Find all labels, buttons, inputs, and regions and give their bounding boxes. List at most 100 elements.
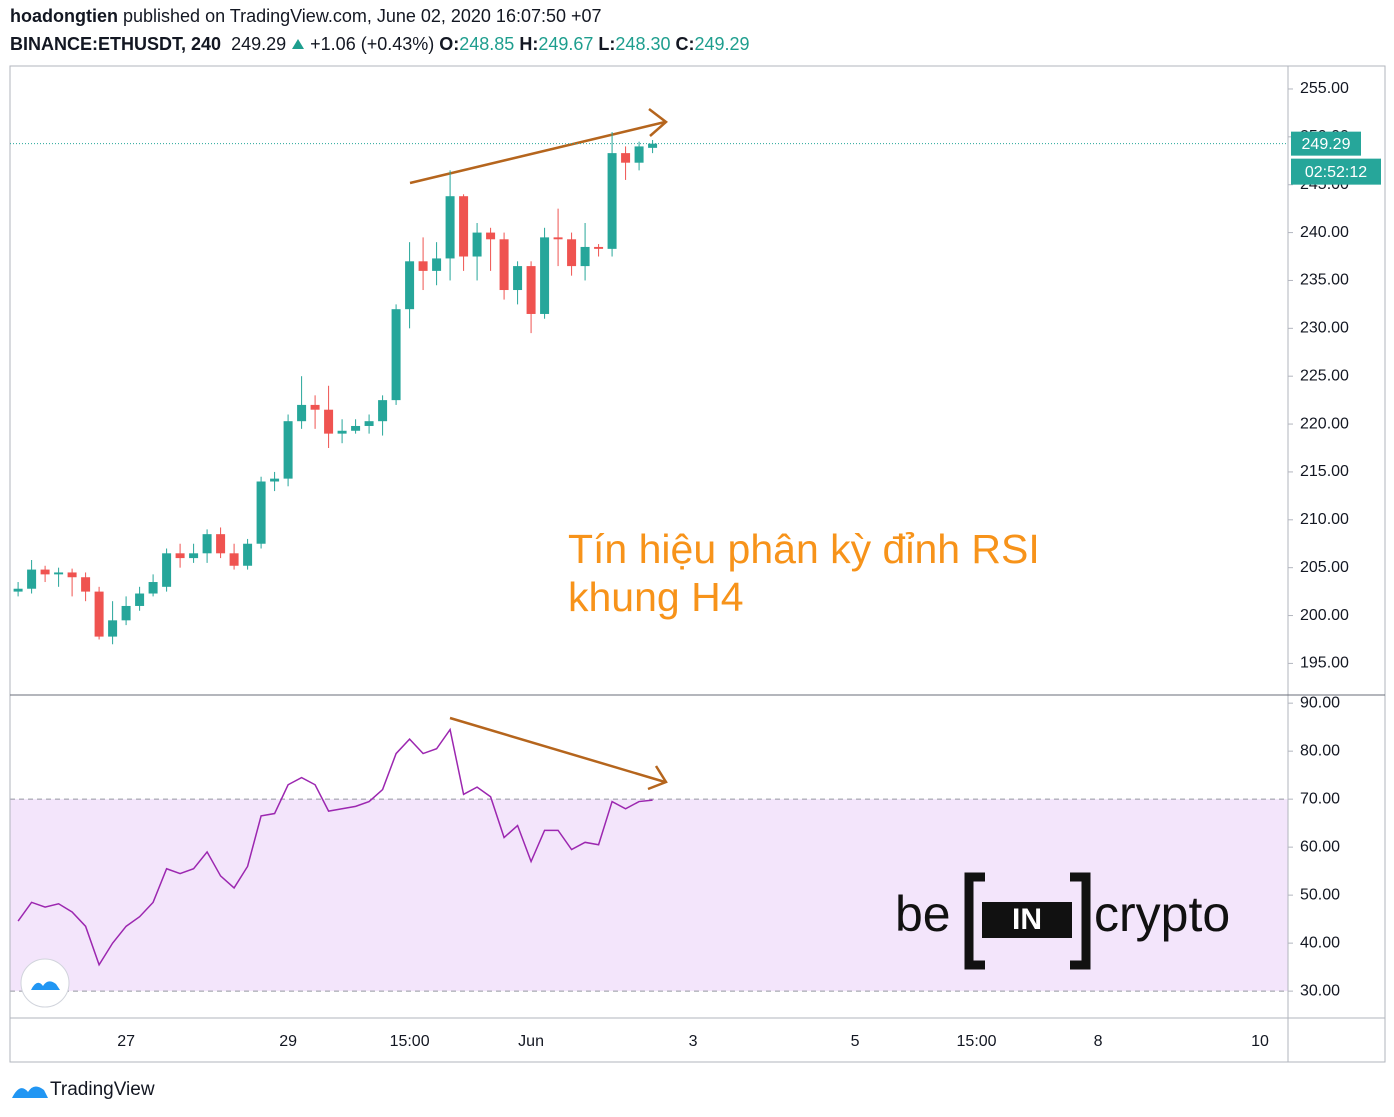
- price: 249.29: [231, 34, 287, 54]
- candle-body: [594, 246, 604, 249]
- countdown: 02:52:12: [1305, 164, 1367, 181]
- ohlc-value: 249.29: [694, 34, 750, 54]
- arrow-head: [648, 108, 668, 137]
- header-line-1: hoadongtien published on TradingView.com…: [10, 6, 602, 27]
- candle-body: [459, 196, 469, 257]
- candle-body: [432, 258, 442, 271]
- y-tick-label: 225.00: [1300, 367, 1349, 384]
- watermark-box: [982, 902, 1072, 938]
- ohlc-label: C:: [675, 34, 695, 54]
- candle-body: [391, 309, 401, 401]
- candle-body: [580, 246, 590, 267]
- y-tick-label: 70.00: [1300, 790, 1340, 807]
- candle-body: [526, 266, 536, 314]
- candle-body: [553, 237, 563, 240]
- candle-body: [54, 572, 64, 575]
- x-tick-label: 15:00: [957, 1033, 997, 1050]
- candle-body: [378, 400, 388, 422]
- candle-body: [283, 421, 293, 479]
- y-tick-label: 220.00: [1300, 415, 1349, 432]
- y-tick-label: 240.00: [1300, 224, 1349, 241]
- candle-body: [405, 261, 415, 310]
- x-tick-label: 3: [689, 1033, 698, 1050]
- rsi-band: [10, 799, 1288, 992]
- candle-body: [135, 593, 145, 606]
- candle-body: [513, 266, 523, 291]
- published: published on TradingView.com, June 02, 2…: [123, 6, 602, 26]
- y-tick-label: 90.00: [1300, 694, 1340, 711]
- x-tick-label: 27: [117, 1033, 135, 1050]
- header-line-2: BINANCE:ETHUSDT, 240 249.29 +1.06 (+0.43…: [10, 34, 750, 55]
- up-icon: [292, 39, 305, 49]
- badge-circle: [20, 958, 70, 1008]
- candle-body: [67, 572, 77, 578]
- candle-body: [202, 534, 212, 554]
- symbol: BINANCE:ETHUSDT, 240: [10, 34, 222, 54]
- y-tick-label: 205.00: [1300, 559, 1349, 576]
- arrow-head: [647, 765, 668, 791]
- price-label: 249.29: [1302, 136, 1351, 153]
- candle-body: [81, 577, 91, 592]
- candle-body: [351, 425, 361, 431]
- candle-body: [216, 534, 226, 554]
- candle-body: [310, 404, 320, 410]
- watermark-text: crypto: [1094, 886, 1230, 942]
- x-tick-label: 29: [279, 1033, 297, 1050]
- watermark-bracket: [964, 872, 1091, 970]
- candle-body: [648, 143, 658, 148]
- candle-body: [270, 478, 280, 482]
- tv-badge: [20, 958, 70, 1008]
- y-tick-label: 60.00: [1300, 838, 1340, 855]
- price-label-box: [1291, 131, 1361, 156]
- rsi-line: [17, 727, 653, 967]
- y-tick-label: 230.00: [1300, 320, 1349, 337]
- candle-body: [256, 481, 266, 544]
- background: [10, 798, 1288, 992]
- frame: [9, 65, 1386, 1063]
- candle-body: [189, 553, 199, 559]
- x-tick-label: 5: [851, 1033, 860, 1050]
- change: +1.06 (+0.43%): [310, 34, 435, 54]
- candle-body: [540, 237, 550, 314]
- y-tick-label: 235.00: [1300, 272, 1349, 289]
- candle-body: [324, 409, 334, 434]
- annotation: Tín hiệu phân kỳ đỉnh RSI: [568, 526, 1040, 572]
- x-tick-label: 15:00: [390, 1033, 430, 1050]
- candle-body: [607, 153, 617, 249]
- ohlc-value: 249.67: [538, 34, 594, 54]
- watermark-text: be: [895, 886, 951, 942]
- candle-body: [486, 232, 496, 240]
- candle-body: [229, 553, 239, 566]
- candle-body: [445, 196, 455, 259]
- arrow: [409, 120, 666, 185]
- candle-body: [27, 569, 37, 589]
- x-tick-label: Jun: [518, 1033, 544, 1050]
- candle-body: [499, 239, 509, 291]
- ohlc-value: 248.30: [615, 34, 671, 54]
- ohlc-label: O:: [439, 34, 460, 54]
- footer-logo: [12, 1086, 48, 1098]
- watermark-text: IN: [1012, 903, 1042, 936]
- candle-body: [175, 553, 185, 559]
- candle-body: [94, 591, 104, 637]
- candle-body: [121, 605, 131, 621]
- ohlc-label: H:: [519, 34, 539, 54]
- x-tick-label: 8: [1094, 1033, 1103, 1050]
- candle-body: [364, 421, 374, 426]
- y-tick-label: 50.00: [1300, 886, 1340, 903]
- candle-body: [297, 404, 307, 422]
- candle-body: [40, 569, 50, 575]
- candle-body: [621, 153, 631, 163]
- x-tick-label: 10: [1251, 1033, 1269, 1050]
- candle-body: [418, 261, 428, 271]
- candle-body: [108, 620, 118, 637]
- candle-body: [567, 239, 577, 267]
- watermark: be IN crypto: [895, 872, 1230, 970]
- arrow: [449, 716, 666, 784]
- badge-icon: [31, 981, 60, 990]
- candle-body: [634, 146, 644, 163]
- candle-body: [337, 430, 347, 434]
- y-tick-label: 255.00: [1300, 80, 1349, 97]
